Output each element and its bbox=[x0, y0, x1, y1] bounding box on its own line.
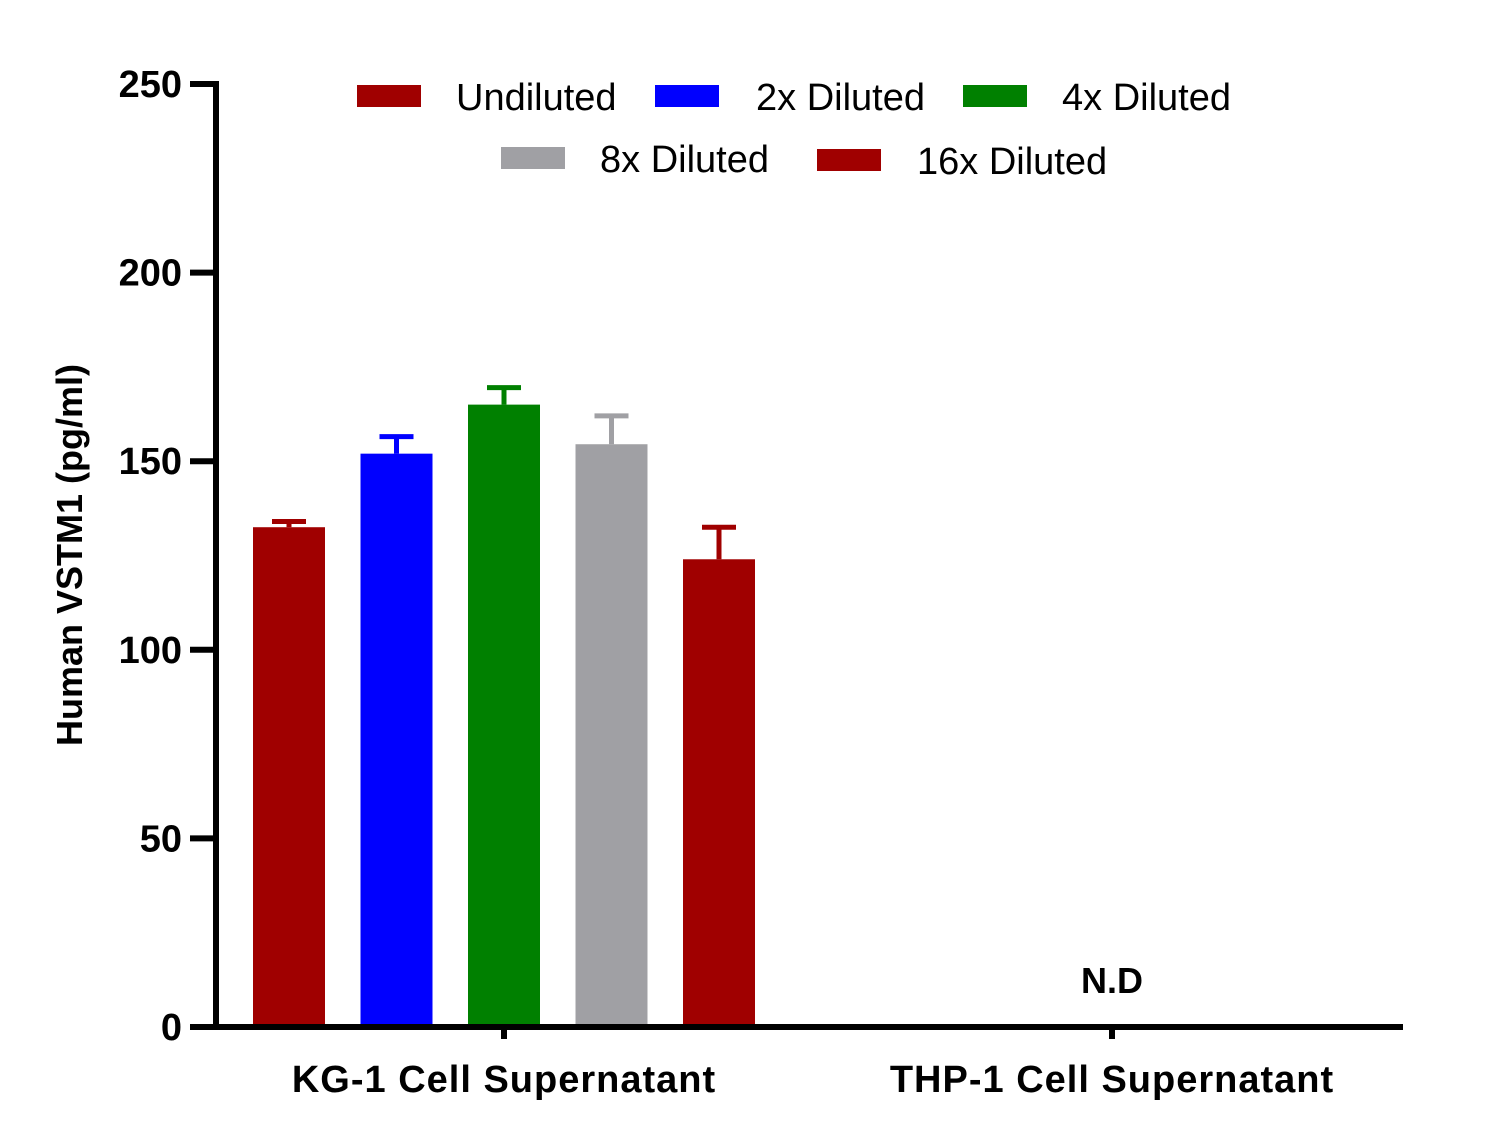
category-labels: KG-1 Cell Supernatant THP-1 Cell Supernat… bbox=[292, 1027, 1334, 1101]
bar bbox=[360, 453, 433, 1027]
y-tick-label: 50 bbox=[140, 818, 182, 860]
legend-swatch bbox=[501, 147, 565, 169]
legend-label: Undiluted bbox=[456, 77, 617, 119]
bar bbox=[575, 444, 648, 1027]
bar bbox=[683, 559, 755, 1027]
annotation-nd: N.D bbox=[1081, 960, 1143, 1001]
legend-label: 16x Diluted bbox=[917, 141, 1107, 183]
legend-swatch bbox=[817, 149, 881, 171]
category-label: THP-1 Cell Supernatant bbox=[890, 1059, 1334, 1101]
bar bbox=[253, 527, 325, 1027]
legend-label: 8x Diluted bbox=[600, 139, 769, 181]
legend-swatch bbox=[655, 85, 719, 107]
legend: Undiluted 2x Diluted 4x Diluted 8x Diluted 1… bbox=[357, 77, 1231, 183]
y-tick-label: 0 bbox=[161, 1007, 182, 1049]
y-axis-ticks: 0 50 100 150 200 250 bbox=[119, 64, 216, 1049]
y-axis-title: Human VSTM1 (pg/ml) bbox=[49, 364, 90, 746]
annotations: N.D bbox=[1081, 960, 1143, 1001]
bar bbox=[468, 404, 540, 1027]
y-tick-label: 100 bbox=[119, 630, 182, 672]
legend-swatch bbox=[357, 85, 421, 107]
y-tick-label: 250 bbox=[119, 64, 182, 106]
legend-swatch bbox=[963, 85, 1027, 107]
category-label: KG-1 Cell Supernatant bbox=[292, 1059, 716, 1101]
axes bbox=[190, 81, 1403, 1030]
legend-label: 2x Diluted bbox=[756, 77, 925, 119]
bars bbox=[253, 385, 755, 1027]
y-tick-label: 150 bbox=[119, 441, 182, 483]
y-tick-label: 200 bbox=[119, 253, 182, 295]
legend-label: 4x Diluted bbox=[1062, 77, 1231, 119]
